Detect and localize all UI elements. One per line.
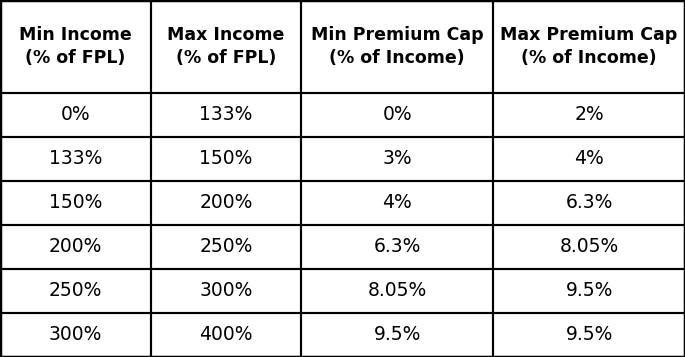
Bar: [0, 225, 151, 269]
Text: 3%: 3%: [382, 149, 412, 169]
Bar: [151, 0, 301, 93]
Bar: [301, 269, 493, 313]
Text: 8.05%: 8.05%: [368, 281, 427, 301]
Bar: [493, 225, 685, 269]
Bar: [493, 137, 685, 181]
Bar: [0, 137, 151, 181]
Bar: [0, 0, 151, 93]
Bar: [151, 269, 301, 313]
Text: Min Premium Cap
(% of Income): Min Premium Cap (% of Income): [311, 26, 484, 67]
Bar: [493, 313, 685, 357]
Text: 0%: 0%: [60, 105, 90, 124]
Bar: [301, 225, 493, 269]
Text: 300%: 300%: [49, 326, 102, 345]
Bar: [301, 0, 493, 93]
Text: Max Income
(% of FPL): Max Income (% of FPL): [167, 26, 285, 67]
Text: 8.05%: 8.05%: [560, 237, 619, 256]
Bar: [0, 269, 151, 313]
Bar: [0, 93, 151, 137]
Text: 250%: 250%: [49, 281, 102, 301]
Bar: [493, 0, 685, 93]
Bar: [151, 93, 301, 137]
Bar: [493, 93, 685, 137]
Bar: [301, 313, 493, 357]
Bar: [301, 93, 493, 137]
Text: 4%: 4%: [574, 149, 604, 169]
Bar: [0, 181, 151, 225]
Text: 9.5%: 9.5%: [565, 326, 613, 345]
Text: 9.5%: 9.5%: [373, 326, 421, 345]
Text: 150%: 150%: [199, 149, 253, 169]
Text: 6.3%: 6.3%: [565, 193, 613, 212]
Text: 300%: 300%: [199, 281, 253, 301]
Text: 4%: 4%: [382, 193, 412, 212]
Text: Max Premium Cap
(% of Income): Max Premium Cap (% of Income): [501, 26, 677, 67]
Bar: [0, 313, 151, 357]
Text: Min Income
(% of FPL): Min Income (% of FPL): [19, 26, 132, 67]
Text: 150%: 150%: [49, 193, 102, 212]
Text: 400%: 400%: [199, 326, 253, 345]
Bar: [151, 137, 301, 181]
Bar: [301, 181, 493, 225]
Text: 200%: 200%: [199, 193, 253, 212]
Text: 133%: 133%: [49, 149, 102, 169]
Text: 250%: 250%: [199, 237, 253, 256]
Text: 6.3%: 6.3%: [373, 237, 421, 256]
Bar: [493, 181, 685, 225]
Bar: [151, 181, 301, 225]
Text: 0%: 0%: [382, 105, 412, 124]
Text: 133%: 133%: [199, 105, 253, 124]
Text: 200%: 200%: [49, 237, 102, 256]
Bar: [301, 137, 493, 181]
Bar: [493, 269, 685, 313]
Text: 9.5%: 9.5%: [565, 281, 613, 301]
Bar: [151, 225, 301, 269]
Bar: [151, 313, 301, 357]
Text: 2%: 2%: [574, 105, 604, 124]
